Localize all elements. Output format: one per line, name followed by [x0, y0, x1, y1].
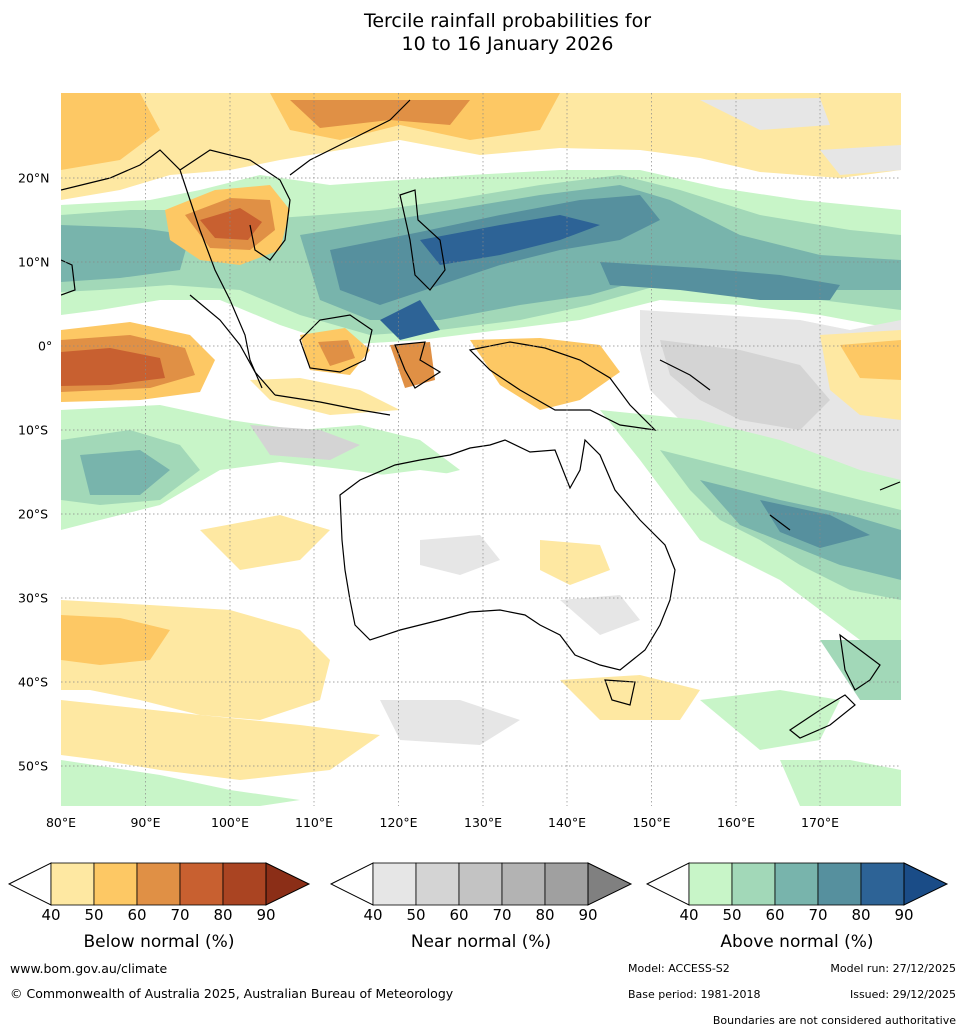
- probability-fields: [61, 93, 901, 806]
- colorbar-swatch: [179, 862, 224, 906]
- colorbar-tick-label: 80: [851, 906, 871, 924]
- colorbar-tick-label: 70: [492, 906, 512, 924]
- colorbar-tick-label: 80: [535, 906, 555, 924]
- colorbar-swatch: [501, 862, 546, 906]
- lon-label-110e: 110°E: [294, 815, 334, 830]
- colorbar-swatch: [136, 862, 181, 906]
- title-line-2: 10 to 16 January 2026: [401, 33, 614, 55]
- footer-issued: Issued: 29/12/2025: [849, 988, 956, 1001]
- colorbar-tick-label: 40: [679, 906, 699, 924]
- colorbar-extend-low: [330, 862, 374, 906]
- footer-model-run: Model run: 27/12/2025: [830, 962, 956, 975]
- title-line-1: Tercile rainfall probabilities for: [363, 10, 652, 32]
- colorbar-swatch: [688, 862, 733, 906]
- lon-label-120e: 120°E: [379, 815, 418, 830]
- footer-base-period: Base period: 1981-2018: [628, 988, 761, 1001]
- lon-label-90e: 90°E: [130, 815, 161, 830]
- colorbar-swatch: [860, 862, 905, 906]
- colorbar-swatch: [50, 862, 95, 906]
- lat-label-30s: 30°S: [18, 590, 49, 606]
- colorbar-title-below: Below normal (%): [83, 932, 235, 952]
- colorbar-tick-label: 50: [84, 906, 104, 924]
- colorbar-extend-high: [587, 862, 633, 906]
- colorbar-tick-label: 70: [808, 906, 828, 924]
- colorbar-swatch: [415, 862, 460, 906]
- lat-label-10n: 10°N: [18, 254, 50, 270]
- colorbar-extend-low: [8, 862, 52, 906]
- colorbar-tick-label: 50: [406, 906, 426, 924]
- colorbar-tick-label: 40: [363, 906, 383, 924]
- colorbar-extend-high: [903, 862, 949, 906]
- lat-label-50s: 50°S: [18, 758, 49, 774]
- colorbar-tick-label: 90: [578, 906, 598, 924]
- lon-label-80e: 80°E: [45, 815, 77, 830]
- colorbar-swatch: [93, 862, 138, 906]
- graticule: [61, 93, 901, 806]
- lat-label-10s: 10°S: [18, 422, 49, 438]
- colorbar-extend-low: [646, 862, 690, 906]
- lon-label-150e: 150°E: [632, 815, 671, 830]
- colorbar-swatch: [458, 862, 503, 906]
- colorbar-title-above: Above normal (%): [720, 932, 874, 952]
- lat-label-equator: 0°: [38, 338, 53, 354]
- footer-copyright: © Commonwealth of Australia 2025, Austra…: [10, 986, 454, 1001]
- colorbar-title-near: Near normal (%): [410, 932, 552, 952]
- colorbar-swatch: [544, 862, 589, 906]
- colorbar-near-normal: [330, 862, 633, 906]
- colorbar-swatch: [817, 862, 862, 906]
- footer-model: Model: ACCESS-S2: [628, 962, 730, 975]
- colorbar-tick-label: 50: [722, 906, 742, 924]
- coastlines: [61, 99, 901, 739]
- footer-url[interactable]: www.bom.gov.au/climate: [10, 961, 168, 976]
- colorbar-tick-label: 60: [449, 906, 469, 924]
- lat-label-20s: 20°S: [18, 506, 49, 522]
- colorbar-swatch: [372, 862, 417, 906]
- colorbar-below-normal: [8, 862, 311, 906]
- colorbar-tick-label: 60: [127, 906, 147, 924]
- colorbar-tick-label: 60: [765, 906, 785, 924]
- colorbar-tick-label: 70: [170, 906, 190, 924]
- lon-label-100e: 100°E: [210, 815, 250, 830]
- lon-label-160e: 160°E: [716, 815, 756, 830]
- colorbar-tick-label: 90: [256, 906, 276, 924]
- footer-disclaimer: Boundaries are not considered authoritat…: [712, 1014, 956, 1027]
- colorbar-tick-label: 80: [213, 906, 233, 924]
- lat-label-20n: 20°N: [18, 170, 50, 186]
- map-title: Tercile rainfall probabilities for 10 to…: [0, 10, 965, 56]
- colorbar-swatch: [222, 862, 267, 906]
- lon-label-140e: 140°E: [547, 815, 587, 830]
- colorbar-tick-label: 90: [894, 906, 914, 924]
- colorbar-extend-high: [265, 862, 311, 906]
- colorbar-above-normal: [646, 862, 949, 906]
- lat-label-40s: 40°S: [18, 674, 49, 690]
- colorbar-swatch: [774, 862, 819, 906]
- colorbar-tick-label: 40: [41, 906, 61, 924]
- colorbar-swatch: [731, 862, 776, 906]
- lon-label-170e: 170°E: [800, 815, 840, 830]
- lon-label-130e: 130°E: [463, 815, 503, 830]
